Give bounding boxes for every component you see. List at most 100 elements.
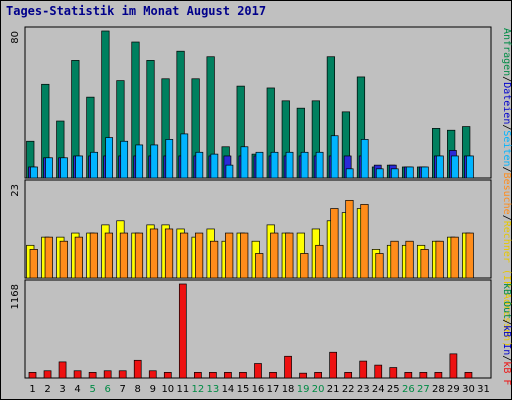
x-tick-label: 13 xyxy=(207,384,220,395)
x-tick-label: 22 xyxy=(342,384,355,395)
bar-kb-f xyxy=(299,372,307,379)
x-tick-label: 26 xyxy=(402,384,415,395)
bar-besuche xyxy=(255,253,264,279)
side-legend-top: Anfragen/Dateien/Seiten/Besuche/Rechner … xyxy=(501,28,512,347)
side-legend-entry: Rechner (IP-Adressen) xyxy=(501,221,512,347)
bar-kb-f xyxy=(344,372,353,379)
x-tick-label: 10 xyxy=(161,384,174,395)
x-tick-label: 11 xyxy=(176,384,189,395)
bar-kb-f xyxy=(389,367,398,379)
x-tick-label: 16 xyxy=(252,384,265,395)
bar-seiten xyxy=(255,151,264,179)
side-legend-entry: / xyxy=(501,167,512,173)
bar-besuche xyxy=(44,236,53,279)
y-max-label-bottom: 1168 xyxy=(10,284,21,309)
bar-besuche xyxy=(375,253,384,279)
side-legend-entry: Seiten xyxy=(501,130,512,166)
bar-besuche xyxy=(360,204,369,279)
x-tick-label: 17 xyxy=(267,384,280,395)
bar-kb-f xyxy=(224,372,232,379)
x-tick-label: 9 xyxy=(150,384,156,395)
x-tick-label: 5 xyxy=(89,384,95,395)
bar-besuche xyxy=(74,236,83,279)
bar-kb-f xyxy=(163,372,172,379)
side-legend-entry: / xyxy=(501,76,512,82)
x-tick-label: 24 xyxy=(372,384,385,395)
bars xyxy=(26,30,474,379)
x-tick-label: 14 xyxy=(222,384,235,395)
side-legend-bottom: kB Out/kB In/kB F xyxy=(501,283,512,385)
bar-seiten xyxy=(60,157,68,179)
x-tick-label: 19 xyxy=(297,384,310,395)
bar-besuche xyxy=(59,240,68,279)
bar-besuche xyxy=(240,232,249,279)
bar-besuche xyxy=(104,232,114,279)
x-tick-label: 15 xyxy=(237,384,250,395)
bar-seiten xyxy=(300,151,309,179)
x-tick-label: 30 xyxy=(462,384,475,395)
bar-seiten xyxy=(360,139,369,179)
bar-seiten xyxy=(165,139,174,179)
bar-seiten xyxy=(150,144,159,179)
bar-kb-f xyxy=(28,372,37,379)
x-tick-label: 23 xyxy=(357,384,370,395)
bar-besuche xyxy=(179,232,189,279)
side-legend-entry: Dateien xyxy=(501,82,512,124)
x-tick-label: 8 xyxy=(135,384,141,395)
x-tick-label: 2 xyxy=(44,384,50,395)
side-legend-entry: / xyxy=(501,124,512,130)
bar-besuche xyxy=(210,240,219,279)
bar-kb-f xyxy=(254,363,262,379)
bar-besuche xyxy=(300,253,309,279)
bar-kb-f xyxy=(239,372,247,379)
bar-seiten xyxy=(420,166,429,179)
bar-seiten xyxy=(315,151,324,179)
bar-seiten xyxy=(375,168,384,179)
bar-kb-f xyxy=(419,372,428,379)
bar-seiten xyxy=(270,151,279,179)
bar-kb-f xyxy=(148,370,157,379)
bar-seiten xyxy=(225,164,234,179)
bar-besuche xyxy=(315,244,324,279)
side-legend-entry: kB F xyxy=(501,361,512,385)
bar-kb-f xyxy=(209,372,217,379)
x-tick-label: 21 xyxy=(327,384,340,395)
bar-besuche xyxy=(450,236,459,279)
bar-seiten xyxy=(451,155,459,179)
bar-kb-f xyxy=(314,372,322,379)
bar-besuche xyxy=(345,199,354,279)
bar-kb-f xyxy=(434,372,443,379)
bar-kb-f xyxy=(118,370,127,379)
bar-besuche xyxy=(465,232,474,279)
bar-besuche xyxy=(119,232,129,279)
side-legend-entry: / xyxy=(501,355,512,361)
bar-seiten xyxy=(90,151,98,179)
bar-seiten xyxy=(105,137,114,179)
bar-kb-f xyxy=(88,372,97,379)
bar-seiten xyxy=(466,155,474,179)
bar-seiten xyxy=(135,144,144,179)
x-tick-label: 12 xyxy=(192,384,205,395)
bar-kb-f xyxy=(329,351,337,379)
y-max-label-top: 80 xyxy=(10,31,21,44)
bar-seiten xyxy=(436,155,444,179)
side-legend: Anfragen/Dateien/Seiten/Besuche/Rechner … xyxy=(501,28,512,385)
side-legend-entry: kB Out xyxy=(501,283,512,319)
bar-kb-f xyxy=(133,359,142,379)
bar-besuche xyxy=(89,232,98,279)
y-max-label-middle: 23 xyxy=(10,184,21,197)
bar-kb-f xyxy=(359,360,368,379)
x-axis-labels: 1 2 3 4 5 6 7 8 9 10 11 12 13 14 15 16 17 18 19 20 21 22 23 24 2… xyxy=(29,384,490,395)
bar-kb-f xyxy=(284,355,292,379)
bar-seiten xyxy=(240,146,249,179)
x-tick-label: 29 xyxy=(447,384,460,395)
bar-seiten xyxy=(330,135,339,179)
x-tick-label: 4 xyxy=(74,384,80,395)
bar-kb-f xyxy=(464,372,473,379)
bar-kb-f xyxy=(43,370,52,379)
bar-seiten xyxy=(390,168,399,179)
bar-seiten xyxy=(75,155,83,179)
bar-seiten xyxy=(180,133,189,179)
bar-besuche xyxy=(270,232,279,279)
x-tick-label: 20 xyxy=(312,384,325,395)
